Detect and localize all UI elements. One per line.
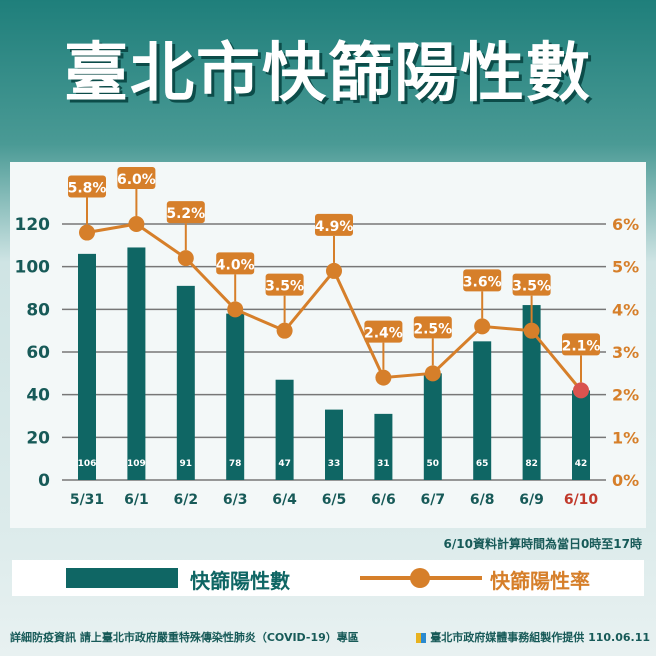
- rate-label-box: [413, 316, 452, 339]
- footer: 詳細防疫資訊 請上臺北市政府嚴重特殊傳染性肺炎（COVID-19）專區 臺北市政…: [10, 629, 650, 645]
- rate-point: [424, 365, 441, 382]
- y-right-tick-label: 5%: [612, 258, 639, 277]
- footer-info: 詳細防疫資訊 請上臺北市政府嚴重特殊傳染性肺炎（COVID-19）專區: [10, 631, 359, 644]
- rate-label: 2.1%: [562, 338, 601, 354]
- x-tick-label: 5/31: [70, 492, 104, 508]
- rate-point: [326, 262, 342, 279]
- rate-point: [573, 382, 589, 399]
- y-right-tick-label: 3%: [612, 343, 639, 362]
- x-tick-label: 6/9: [519, 492, 544, 508]
- bar: [325, 409, 343, 480]
- bar: [127, 247, 146, 480]
- rate-label-box: [117, 167, 156, 189]
- rate-label: 3.6%: [463, 274, 502, 290]
- y-right-tick-label: 6%: [612, 215, 639, 234]
- y-right-tick-label: 4%: [612, 300, 639, 319]
- footer-credit-text: 臺北市政府媒體事務組製作提供 110.06.11: [430, 631, 650, 644]
- rate-label: 5.2%: [166, 206, 205, 222]
- rate-label-box: [216, 252, 255, 275]
- bar-value-label: 31: [377, 459, 390, 469]
- bar: [226, 313, 245, 480]
- y-right-tick-label: 0%: [612, 471, 639, 490]
- y-left-tick-label: 0: [38, 471, 50, 491]
- x-tick-label: 6/8: [470, 492, 495, 508]
- y-left-tick-label: 100: [15, 258, 51, 278]
- rate-label: 3.5%: [265, 279, 304, 295]
- x-tick-label: 6/4: [272, 492, 297, 508]
- rate-label: 6.0%: [117, 172, 156, 188]
- bar-value-label: 42: [575, 459, 588, 469]
- bar: [176, 285, 195, 480]
- legend-bar-swatch: [66, 568, 178, 588]
- rate-label: 4.9%: [315, 219, 354, 235]
- rate-point: [276, 322, 293, 339]
- y-left-tick-label: 40: [26, 386, 50, 406]
- taipei-logo-icon: [416, 633, 427, 643]
- rate-label: 4.0%: [216, 257, 255, 273]
- rate-label: 2.4%: [364, 326, 403, 342]
- bar: [522, 305, 541, 480]
- bar: [374, 413, 393, 480]
- rate-label-box: [315, 213, 353, 236]
- rate-point: [474, 318, 491, 335]
- rate-label-box: [463, 269, 502, 292]
- bar: [275, 379, 294, 480]
- rate-label: 5.8%: [68, 181, 107, 197]
- page-title: 臺北市快篩陽性數: [64, 37, 592, 111]
- bar-value-label: 65: [476, 459, 489, 469]
- bar-value-label: 91: [180, 459, 193, 469]
- rate-point: [177, 250, 194, 267]
- rate-label: 2.5%: [413, 321, 452, 337]
- bar: [78, 253, 96, 480]
- legend-line-label: 快篩陽性率: [490, 569, 590, 593]
- y-left-tick-label: 20: [26, 428, 50, 448]
- bar-value-label: 82: [525, 459, 538, 469]
- bar-value-label: 33: [328, 459, 341, 469]
- y-right-tick-label: 2%: [612, 386, 639, 405]
- rate-label: 3.5%: [512, 279, 551, 295]
- x-tick-label: 6/1: [124, 492, 149, 508]
- rate-label-box: [166, 201, 205, 224]
- y-left-tick-label: 80: [26, 300, 50, 320]
- bar-value-label: 109: [127, 459, 146, 469]
- bar: [473, 341, 492, 480]
- bar-value-label: 106: [78, 459, 97, 469]
- x-tick-label: 6/10: [564, 492, 599, 508]
- x-tick-label: 6/3: [223, 492, 248, 508]
- rate-point: [375, 369, 392, 386]
- rate-point: [227, 301, 244, 318]
- bar-value-label: 50: [427, 459, 440, 469]
- rate-label-box: [68, 175, 106, 198]
- x-tick-label: 6/2: [173, 492, 198, 508]
- rate-point: [79, 224, 95, 241]
- x-tick-label: 6/7: [420, 492, 445, 508]
- y-left-tick-label: 60: [26, 343, 50, 363]
- rate-label-box: [364, 320, 403, 343]
- y-left-tick-label: 120: [15, 215, 51, 235]
- rate-label-box: [265, 273, 304, 296]
- legend: 快篩陽性數 快篩陽性率: [12, 560, 644, 596]
- x-tick-label: 6/6: [371, 492, 396, 508]
- legend-bar-label: 快篩陽性數: [190, 569, 290, 593]
- bar: [572, 390, 590, 480]
- data-note: 6/10資料計算時間為當日0時至17時: [443, 537, 642, 551]
- rate-label-box: [562, 333, 600, 356]
- rate-label-box: [512, 273, 551, 296]
- x-tick-label: 6/5: [322, 492, 347, 508]
- rate-point: [128, 216, 145, 232]
- bar: [423, 373, 442, 480]
- rate-point: [523, 322, 540, 339]
- bar-value-label: 47: [278, 459, 291, 469]
- bar-value-label: 78: [229, 459, 242, 469]
- legend-line-marker: [410, 568, 430, 588]
- footer-credit: 臺北市政府媒體事務組製作提供 110.06.11: [416, 629, 650, 645]
- y-right-tick-label: 1%: [612, 428, 639, 447]
